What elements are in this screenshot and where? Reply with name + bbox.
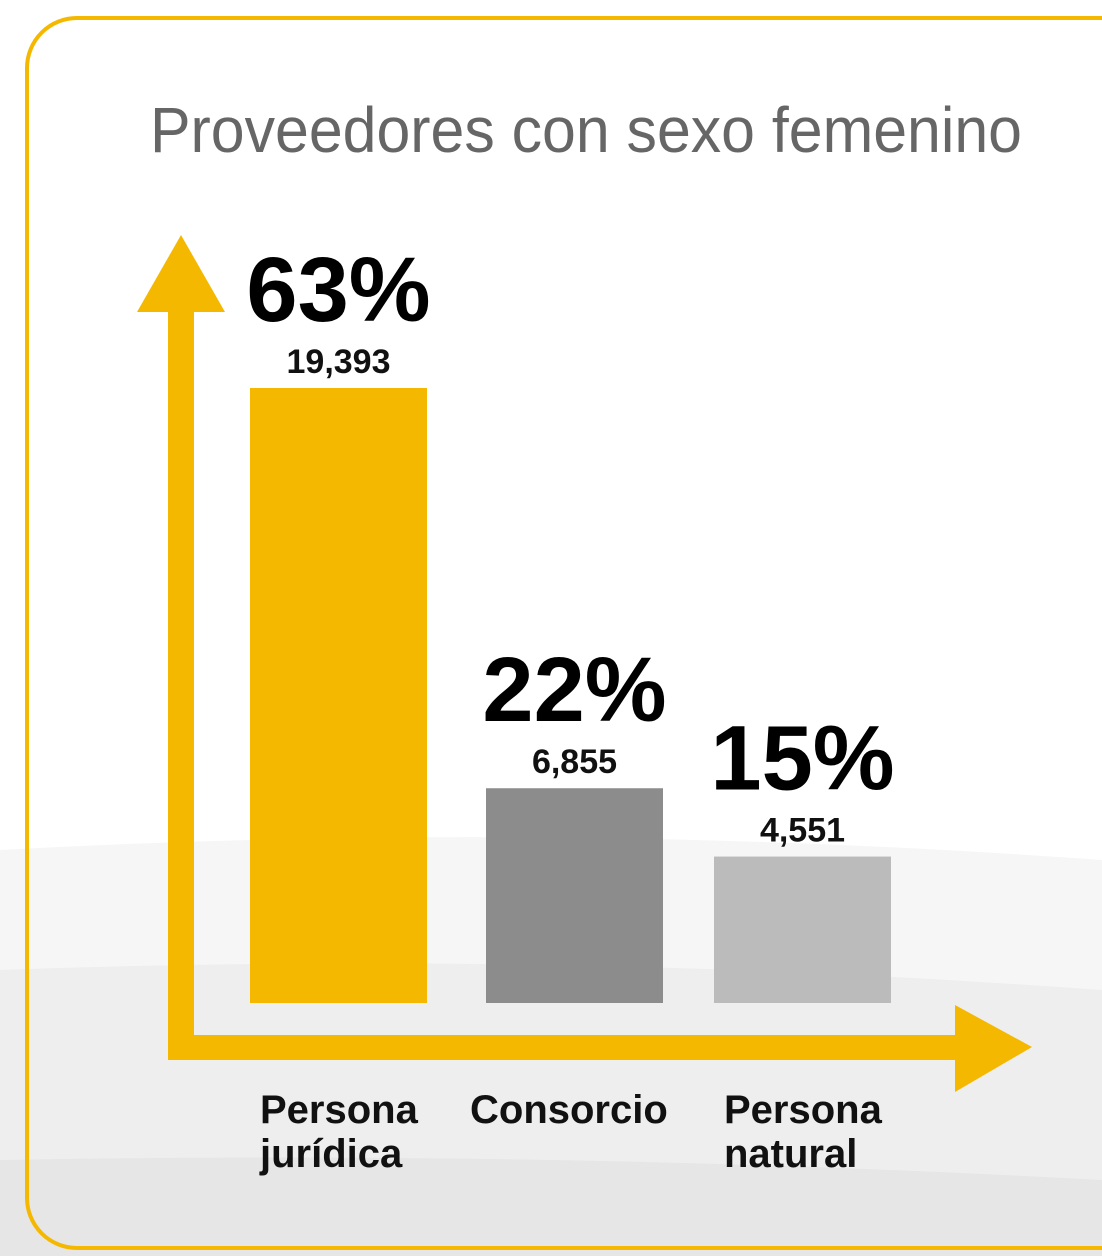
- category-label: Consorcio: [470, 1088, 668, 1132]
- category-label: Persona natural: [724, 1088, 882, 1176]
- y-axis-arrow: [137, 235, 225, 312]
- percent-label: 22%: [482, 639, 666, 741]
- y-axis: [168, 300, 194, 1060]
- card-border: [25, 16, 1102, 1250]
- percent-label: 63%: [246, 239, 430, 341]
- count-label: 6,855: [532, 743, 617, 781]
- count-label: 4,551: [760, 812, 845, 850]
- bar: [714, 856, 891, 1003]
- x-axis: [168, 1035, 958, 1060]
- x-axis-arrow: [955, 1005, 1032, 1092]
- count-label: 19,393: [287, 343, 391, 381]
- chart-title: Proveedores con sexo femenino: [150, 94, 1022, 166]
- bar: [486, 788, 663, 1003]
- bar: [250, 388, 427, 1003]
- background-wave: [0, 1157, 1102, 1256]
- category-label: Persona jurídica: [260, 1088, 418, 1176]
- percent-label: 15%: [710, 708, 894, 810]
